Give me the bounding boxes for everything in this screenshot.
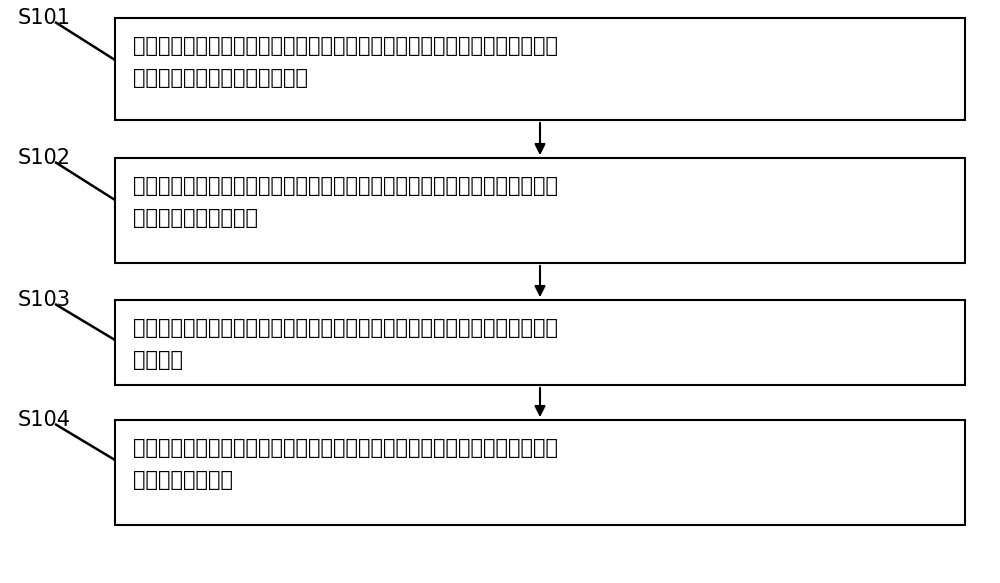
Text: 化情况；: 化情况； [133, 349, 183, 370]
Text: S103: S103 [18, 290, 71, 310]
Text: S102: S102 [18, 148, 71, 168]
Bar [115, 18, 965, 120]
Bar [115, 420, 965, 525]
Text: S104: S104 [18, 410, 71, 430]
Bar [115, 300, 965, 385]
Text: 赖于原子相互作用的能级结构；: 赖于原子相互作用的能级结构； [133, 68, 308, 87]
Text: 提供一两分量自旋系统，其包括二维势阱，所述二维势阱具有其原子自旋态依: 提供一两分量自旋系统，其包括二维势阱，所述二维势阱具有其原子自旋态依 [133, 36, 558, 56]
Text: 向所述二维势阱施加拉曼光，以使所述二维势阱中由原子相互作用等效产生的: 向所述二维势阱施加拉曼光，以使所述二维势阱中由原子相互作用等效产生的 [133, 176, 558, 196]
Bar [115, 158, 965, 263]
Text: 产生自旋压缩态。: 产生自旋压缩态。 [133, 469, 233, 490]
Text: 自旋相互作用不为零；: 自旋相互作用不为零； [133, 208, 258, 227]
Text: S101: S101 [18, 8, 71, 28]
Text: 根据所述自旋压缩的变化情况，测量自旋压缩参数最小时的自旋压缩性质，以: 根据所述自旋压缩的变化情况，测量自旋压缩参数最小时的自旋压缩性质，以 [133, 438, 558, 458]
Text: 记录来自二维势阱的自旋波动信号，从所述自旋波动信号中确定自旋压缩的变: 记录来自二维势阱的自旋波动信号，从所述自旋波动信号中确定自旋压缩的变 [133, 318, 558, 338]
